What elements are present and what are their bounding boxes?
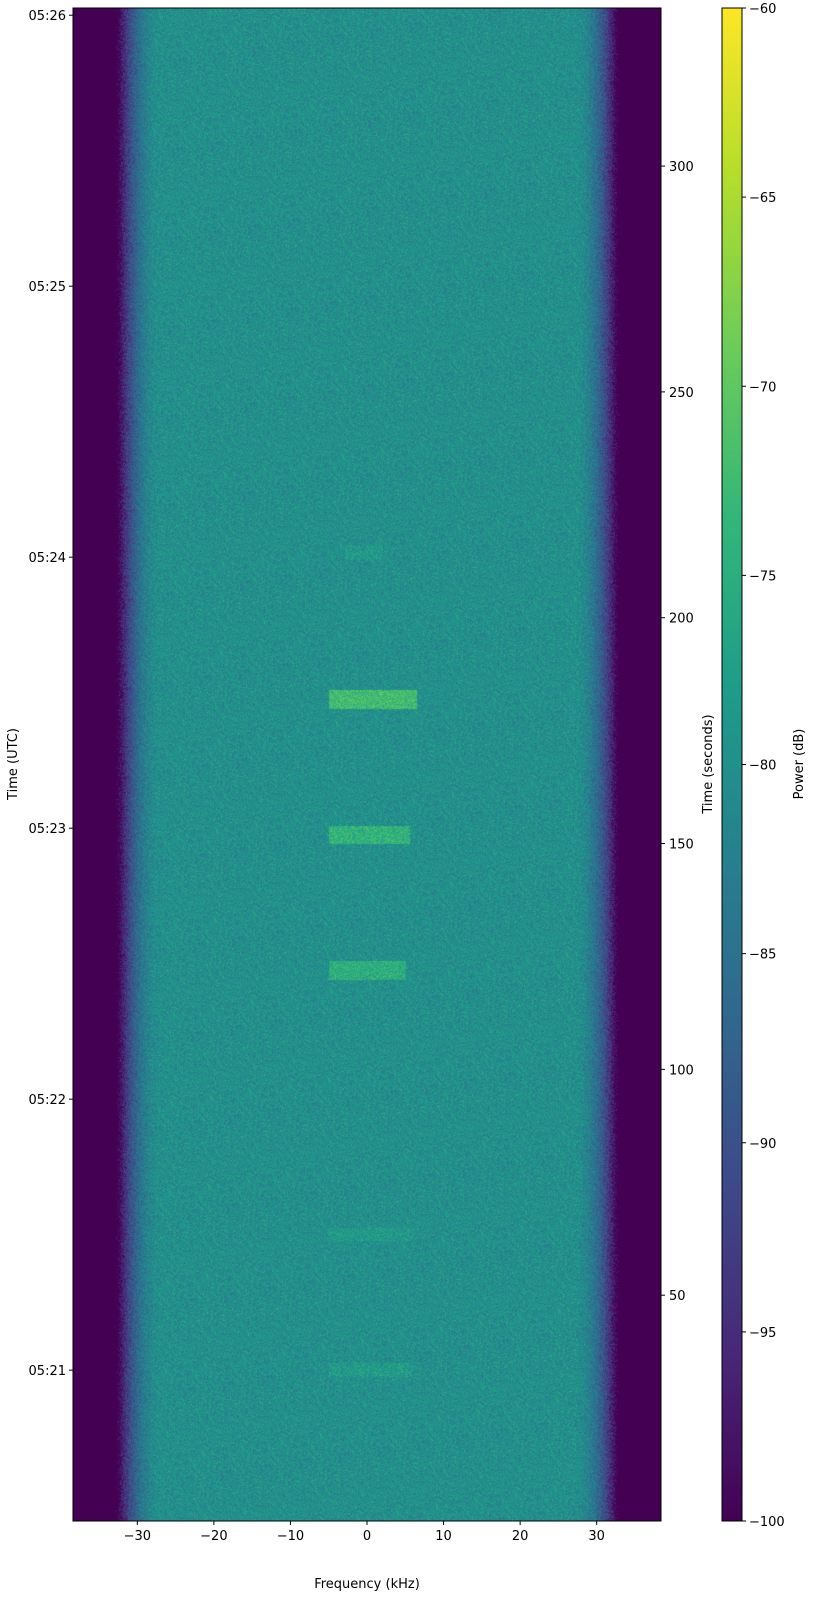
x-tick-label: 10 — [435, 1529, 452, 1544]
right-y-tick-label: 200 — [669, 612, 694, 627]
right-y-tick-label: 50 — [669, 1289, 686, 1304]
colorbar-tick-label: −90 — [749, 1137, 776, 1152]
x-tick-label: −20 — [200, 1529, 227, 1544]
colorbar — [722, 8, 742, 1521]
x-tick-label: 0 — [363, 1529, 371, 1544]
right-y-tick-label: 100 — [669, 1063, 694, 1078]
x-tick-label: 30 — [588, 1529, 605, 1544]
y-axis-label-left: Time (UTC) — [6, 728, 21, 801]
left-y-tick-label: 05:26 — [29, 9, 66, 24]
x-axis-label: Frequency (kHz) — [314, 1577, 420, 1592]
left-y-tick-label: 05:22 — [29, 1093, 66, 1108]
y-axis-label-right: Time (seconds) — [701, 714, 716, 814]
colorbar-tick-label: −65 — [749, 191, 776, 206]
colorbar-tick-label: −80 — [749, 759, 776, 774]
colorbar-tick-label: −85 — [749, 948, 776, 963]
colorbar-tick-label: −75 — [749, 569, 776, 584]
plot-frame — [72, 7, 662, 1522]
colorbar-frame — [721, 7, 743, 1522]
left-y-tick-label: 05:21 — [29, 1364, 66, 1379]
x-tick-label: −30 — [124, 1529, 151, 1544]
colorbar-tick-label: −60 — [749, 2, 776, 17]
colorbar-tick-label: −95 — [749, 1326, 776, 1341]
right-y-tick-label: 150 — [669, 838, 694, 853]
left-y-tick-label: 05:23 — [29, 822, 66, 837]
colorbar-tick-label: −70 — [749, 380, 776, 395]
right-y-tick-label: 300 — [669, 160, 694, 175]
colorbar-tick-label: −100 — [749, 1515, 785, 1530]
left-y-tick-label: 05:24 — [29, 551, 66, 566]
right-y-tick-label: 250 — [669, 386, 694, 401]
colorbar-label: Power (dB) — [792, 729, 807, 800]
x-tick-label: −10 — [277, 1529, 304, 1544]
x-tick-label: 20 — [512, 1529, 529, 1544]
spectrogram-heatmap — [73, 8, 661, 1521]
left-y-tick-label: 05:25 — [29, 280, 66, 295]
